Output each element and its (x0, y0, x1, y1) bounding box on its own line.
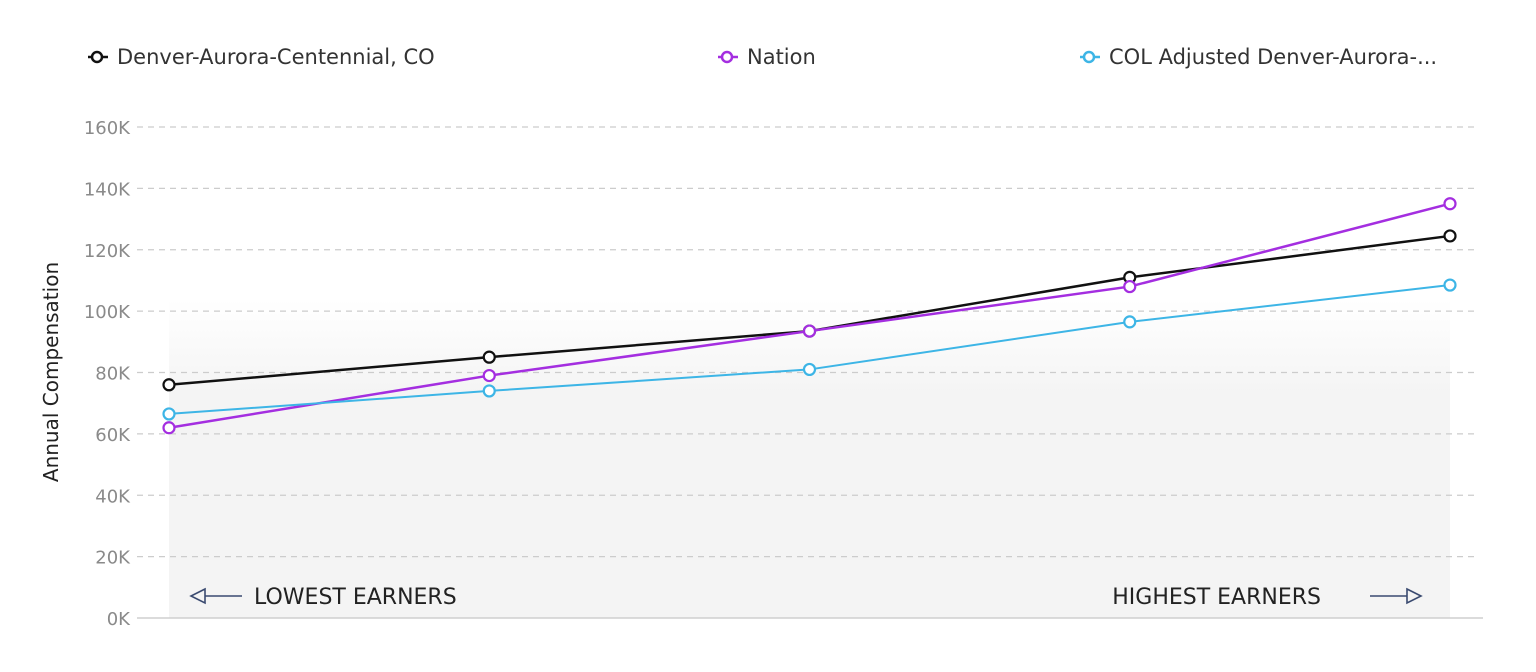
highest-earners-label: HIGHEST EARNERS (1112, 585, 1321, 610)
lowest-earners-annotation: LOWEST EARNERS (189, 585, 457, 610)
y-axis-ticks: 0K 20K 40K 60K 80K 100K 120K 140K 160K (84, 118, 131, 630)
data-point[interactable] (1123, 315, 1137, 329)
legend-label: COL Adjusted Denver-Aurora-... (1109, 45, 1437, 69)
legend-marker-circle (720, 50, 734, 64)
highest-earners-annotation: HIGHEST EARNERS (1112, 585, 1423, 610)
y-tick-label: 100K (84, 302, 131, 323)
arrow-left-icon (189, 587, 242, 605)
legend-item-1[interactable]: Nation (718, 45, 816, 69)
data-point[interactable] (802, 362, 817, 377)
legend: Denver-Aurora-Centennial, CO Nation COL Ad… (88, 45, 1437, 69)
gridlines (137, 126, 1476, 558)
arrow-right-icon (1370, 587, 1423, 605)
legend-item-0[interactable]: Denver-Aurora-Centennial, CO (88, 45, 435, 69)
lowest-earners-label: LOWEST EARNERS (254, 585, 457, 610)
plot-shading (169, 300, 1450, 618)
legend-label: Denver-Aurora-Centennial, CO (117, 45, 435, 69)
data-point[interactable] (482, 368, 496, 383)
data-point[interactable] (162, 421, 176, 435)
data-point[interactable] (1443, 197, 1457, 211)
data-point[interactable] (802, 324, 817, 338)
y-tick-label: 80K (95, 364, 131, 385)
data-point[interactable] (1443, 229, 1457, 243)
legend-marker-circle (90, 50, 104, 64)
data-point[interactable] (1443, 278, 1457, 292)
y-tick-label: 140K (84, 179, 131, 200)
series-2 (162, 278, 1457, 421)
y-axis-label: Annual Compensation (39, 262, 63, 482)
legend-item-2[interactable]: COL Adjusted Denver-Aurora-... (1080, 45, 1437, 69)
y-tick-label: 20K (95, 548, 131, 569)
y-tick-label: 60K (95, 425, 131, 446)
data-point[interactable] (482, 384, 496, 398)
series-1 (162, 197, 1457, 435)
data-point[interactable] (162, 407, 176, 421)
y-tick-label: 40K (95, 486, 131, 507)
legend-label: Nation (747, 45, 816, 69)
y-tick-label: 160K (84, 118, 131, 139)
data-point[interactable] (1123, 279, 1137, 294)
y-tick-label: 120K (84, 241, 131, 262)
data-point[interactable] (162, 378, 176, 392)
legend-marker-circle (1082, 50, 1096, 64)
data-point[interactable] (482, 350, 496, 364)
y-tick-label: 0K (107, 609, 131, 630)
